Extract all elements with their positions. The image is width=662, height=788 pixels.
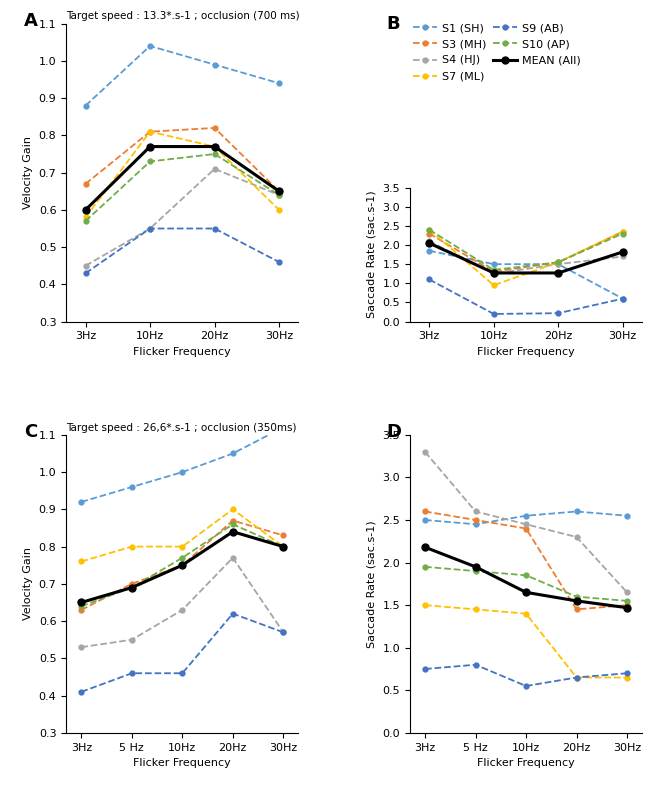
Y-axis label: Saccade Rate (sac.s-1): Saccade Rate (sac.s-1) bbox=[367, 191, 377, 318]
Legend: S1 (SH), S3 (MH), S4 (HJ), S7 (ML), S9 (AB), S10 (AP), MEAN (All): S1 (SH), S3 (MH), S4 (HJ), S7 (ML), S9 (… bbox=[411, 21, 583, 84]
Y-axis label: Velocity Gain: Velocity Gain bbox=[23, 548, 33, 620]
Y-axis label: Velocity Gain: Velocity Gain bbox=[23, 136, 33, 209]
Text: D: D bbox=[387, 423, 402, 441]
Text: Target speed : 26,6*.s-1 ; occlusion (350ms): Target speed : 26,6*.s-1 ; occlusion (35… bbox=[66, 422, 297, 433]
Text: C: C bbox=[24, 423, 38, 441]
X-axis label: Flicker Frequency: Flicker Frequency bbox=[477, 347, 575, 357]
X-axis label: Flicker Frequency: Flicker Frequency bbox=[134, 347, 231, 357]
Y-axis label: Saccade Rate (sac.s-1): Saccade Rate (sac.s-1) bbox=[367, 520, 377, 648]
Text: B: B bbox=[387, 16, 401, 33]
Text: A: A bbox=[24, 12, 38, 30]
Text: Target speed : 13.3*.s-1 ; occlusion (700 ms): Target speed : 13.3*.s-1 ; occlusion (70… bbox=[66, 12, 300, 21]
X-axis label: Flicker Frequency: Flicker Frequency bbox=[134, 758, 231, 768]
X-axis label: Flicker Frequency: Flicker Frequency bbox=[477, 758, 575, 768]
